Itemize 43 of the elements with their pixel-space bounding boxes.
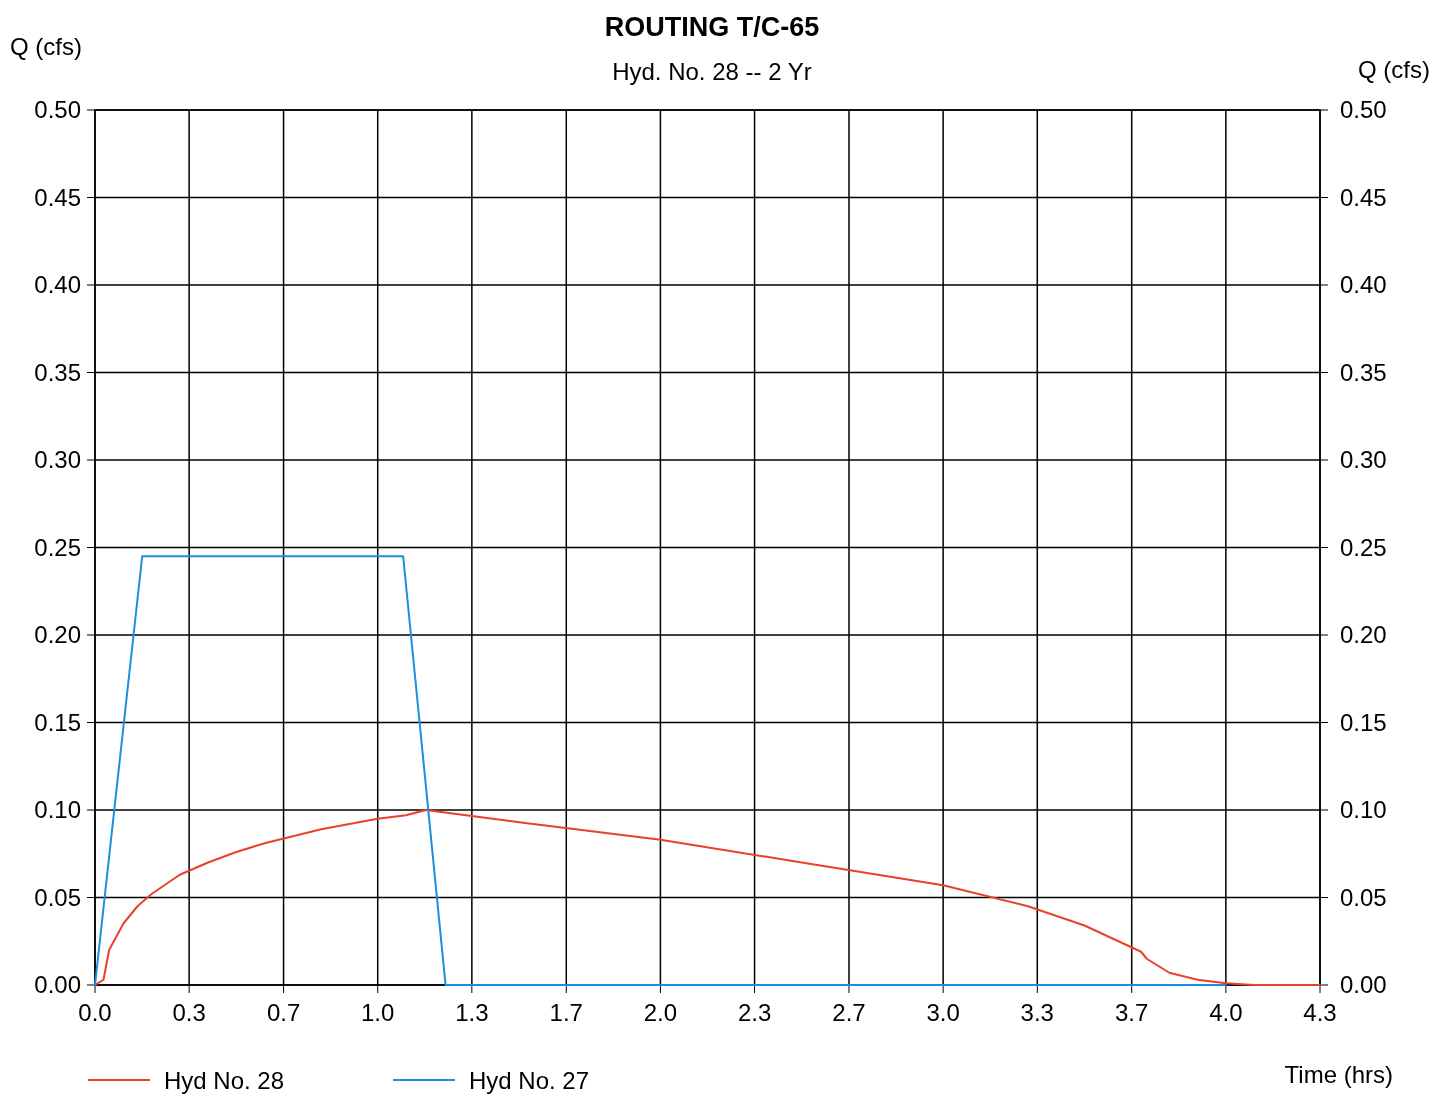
y2-tick-label: 0.25 — [1340, 533, 1387, 561]
y2-tick-label: 0.35 — [1340, 358, 1387, 386]
y2-tick-label: 0.10 — [1340, 796, 1387, 823]
x-tick-label: 0.7 — [266, 999, 301, 1026]
x-tick-label: 0.0 — [78, 999, 112, 1026]
x-tick-label: 1.3 — [455, 999, 489, 1026]
y2-tick-label: 0.40 — [1340, 271, 1387, 298]
y-tick-label: 0.40 — [34, 271, 81, 298]
y2-axis-title: Q (cfs) — [1358, 56, 1430, 83]
x-tick-label: 0.3 — [172, 999, 206, 1026]
y-tick-label: 0.30 — [34, 446, 81, 473]
y-tick-label: 0.00 — [34, 971, 81, 998]
legend-label: Hyd No. 28 — [164, 1067, 285, 1094]
y-tick-label: 0.35 — [34, 358, 81, 386]
y2-tick-label: 0.15 — [1340, 708, 1387, 736]
y-tick-label: 0.20 — [34, 621, 81, 648]
y2-tick-label: 0.05 — [1340, 883, 1387, 911]
x-axis-title: Time (hrs) — [1284, 1061, 1393, 1088]
x-tick-label: 2.0 — [643, 999, 678, 1026]
x-tick-label: 1.0 — [361, 999, 395, 1026]
y-tick-label: 0.45 — [34, 183, 81, 211]
y-tick-label: 0.15 — [34, 708, 81, 736]
y-tick-label: 0.25 — [34, 533, 81, 561]
x-tick-label: 4.3 — [1303, 999, 1337, 1026]
x-tick-label: 3.7 — [1115, 999, 1149, 1026]
x-tick-label: 3.0 — [926, 999, 960, 1026]
chart-title: ROUTING T/C-65 — [604, 12, 820, 42]
x-tick-label: 3.3 — [1020, 999, 1054, 1026]
y2-tick-label: 0.45 — [1340, 183, 1387, 211]
y-tick-label: 0.10 — [34, 796, 81, 823]
y-tick-label: 0.05 — [34, 883, 81, 911]
chart-subtitle: Hyd. No. 28 -- 2 Yr — [612, 58, 812, 85]
x-tick-label: 2.3 — [737, 999, 772, 1026]
legend-label: Hyd No. 27 — [469, 1067, 590, 1094]
x-tick-label: 1.7 — [549, 999, 583, 1026]
x-tick-label: 4.0 — [1209, 999, 1243, 1026]
y2-tick-label: 0.50 — [1340, 96, 1387, 123]
x-tick-label: 2.7 — [832, 999, 866, 1026]
y-tick-label: 0.50 — [34, 96, 81, 123]
y2-tick-label: 0.20 — [1340, 621, 1387, 648]
y-axis-title: Q (cfs) — [10, 33, 82, 60]
y2-tick-label: 0.30 — [1340, 446, 1387, 473]
y2-tick-label: 0.00 — [1340, 971, 1387, 998]
